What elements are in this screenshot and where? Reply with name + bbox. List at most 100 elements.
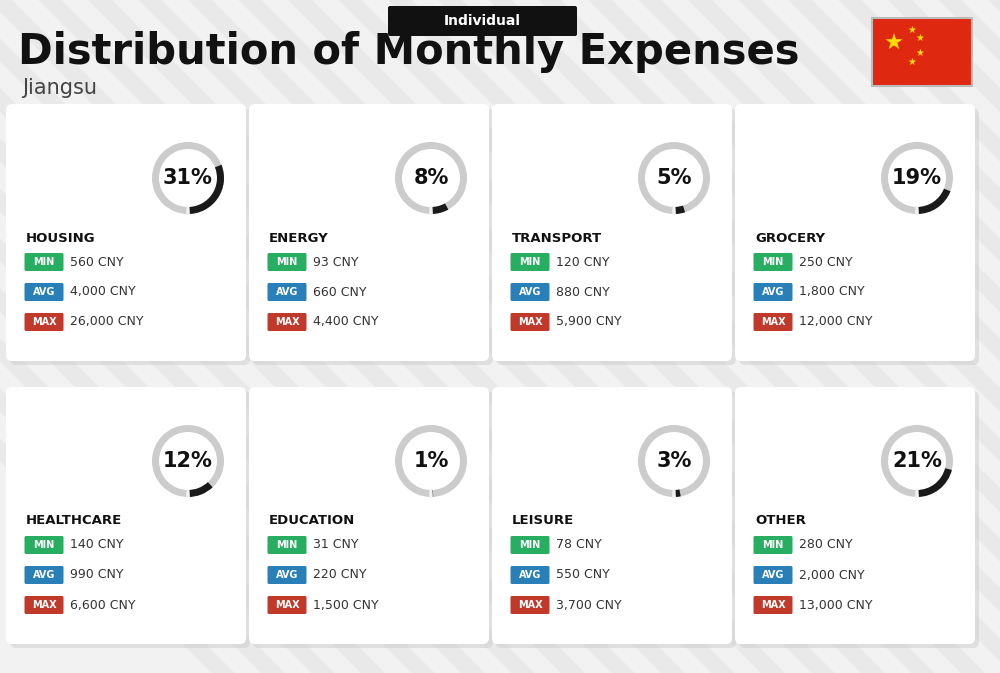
Wedge shape [915,206,919,215]
Wedge shape [152,142,224,214]
Text: 78 CNY: 78 CNY [556,538,602,551]
FancyBboxPatch shape [24,283,64,301]
Text: ★: ★ [908,57,916,67]
FancyBboxPatch shape [511,283,550,301]
Wedge shape [431,203,448,214]
Text: Individual: Individual [444,14,521,28]
Wedge shape [672,206,676,215]
Text: 4,400 CNY: 4,400 CNY [313,316,378,328]
Text: 1%: 1% [413,451,449,471]
FancyBboxPatch shape [10,108,250,365]
Text: 560 CNY: 560 CNY [70,256,124,269]
Text: AVG: AVG [276,287,298,297]
FancyBboxPatch shape [268,283,306,301]
Text: Jiangsu: Jiangsu [22,78,97,98]
Text: 990 CNY: 990 CNY [70,569,124,581]
Text: TRANSPORT: TRANSPORT [512,232,602,244]
FancyBboxPatch shape [268,596,306,614]
Text: HOUSING: HOUSING [26,232,96,244]
FancyBboxPatch shape [492,387,732,644]
FancyBboxPatch shape [735,387,975,644]
Text: MAX: MAX [275,317,299,327]
FancyBboxPatch shape [24,596,64,614]
FancyBboxPatch shape [754,313,792,331]
Wedge shape [152,425,224,497]
Text: Distribution of Monthly Expenses: Distribution of Monthly Expenses [18,31,800,73]
Text: AVG: AVG [276,570,298,580]
Text: AVG: AVG [519,570,541,580]
FancyBboxPatch shape [511,566,550,584]
Text: MIN: MIN [276,540,298,550]
FancyBboxPatch shape [496,108,736,365]
Text: MIN: MIN [33,257,55,267]
Text: 26,000 CNY: 26,000 CNY [70,316,144,328]
Text: LEISURE: LEISURE [512,514,574,528]
FancyBboxPatch shape [253,108,493,365]
Text: 2,000 CNY: 2,000 CNY [799,569,865,581]
FancyBboxPatch shape [268,566,306,584]
Wedge shape [429,206,433,215]
Wedge shape [395,425,467,497]
Text: 140 CNY: 140 CNY [70,538,124,551]
Wedge shape [915,489,919,498]
Wedge shape [431,490,433,497]
FancyBboxPatch shape [511,253,550,271]
Text: 8%: 8% [413,168,449,188]
Text: 250 CNY: 250 CNY [799,256,853,269]
Text: GROCERY: GROCERY [755,232,825,244]
Wedge shape [395,142,467,214]
FancyBboxPatch shape [24,253,64,271]
Text: 6,600 CNY: 6,600 CNY [70,598,136,612]
Text: MIN: MIN [762,257,784,267]
Wedge shape [186,206,190,215]
Text: 4,000 CNY: 4,000 CNY [70,285,136,299]
Text: 660 CNY: 660 CNY [313,285,366,299]
FancyBboxPatch shape [6,387,246,644]
Wedge shape [638,425,710,497]
FancyBboxPatch shape [511,536,550,554]
FancyBboxPatch shape [492,104,732,361]
FancyBboxPatch shape [388,6,577,36]
FancyBboxPatch shape [511,596,550,614]
FancyBboxPatch shape [739,391,979,648]
Text: AVG: AVG [33,287,55,297]
Text: 13,000 CNY: 13,000 CNY [799,598,872,612]
Text: OTHER: OTHER [755,514,806,528]
FancyBboxPatch shape [754,596,792,614]
Text: 550 CNY: 550 CNY [556,569,610,581]
FancyBboxPatch shape [6,104,246,361]
Wedge shape [429,489,433,498]
FancyBboxPatch shape [754,253,792,271]
Text: ★: ★ [916,48,924,59]
Text: AVG: AVG [519,287,541,297]
Text: ★: ★ [908,26,916,35]
Text: 31%: 31% [163,168,213,188]
Text: 21%: 21% [892,451,942,471]
Wedge shape [188,165,224,214]
Wedge shape [881,425,953,497]
Text: 1,500 CNY: 1,500 CNY [313,598,379,612]
Wedge shape [881,142,953,214]
Text: 3%: 3% [656,451,692,471]
Text: MIN: MIN [519,540,541,550]
Text: MAX: MAX [518,317,542,327]
Wedge shape [917,188,950,214]
Text: MAX: MAX [32,317,56,327]
Text: 220 CNY: 220 CNY [313,569,366,581]
Text: AVG: AVG [762,570,784,580]
Text: MIN: MIN [762,540,784,550]
FancyBboxPatch shape [24,566,64,584]
Text: AVG: AVG [762,287,784,297]
Text: 31 CNY: 31 CNY [313,538,358,551]
Text: MAX: MAX [275,600,299,610]
FancyBboxPatch shape [268,313,306,331]
Text: 12%: 12% [163,451,213,471]
Text: 880 CNY: 880 CNY [556,285,610,299]
Text: MAX: MAX [518,600,542,610]
Text: 5%: 5% [656,168,692,188]
Wedge shape [638,142,710,214]
Text: HEALTHCARE: HEALTHCARE [26,514,122,528]
FancyBboxPatch shape [511,313,550,331]
Text: 93 CNY: 93 CNY [313,256,358,269]
Wedge shape [672,489,676,498]
